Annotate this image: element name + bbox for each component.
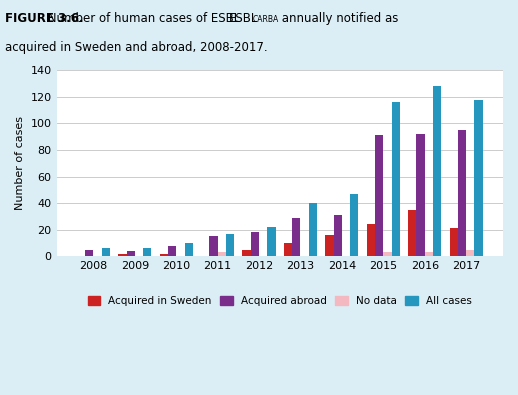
Bar: [350, 194, 358, 256]
Bar: [392, 102, 400, 256]
Text: CARBA: CARBA: [253, 15, 279, 24]
Text: acquired in Sweden and abroad, 2008-2017.: acquired in Sweden and abroad, 2008-2017…: [5, 41, 268, 55]
Bar: [209, 236, 218, 256]
Bar: [267, 227, 276, 256]
Bar: [474, 100, 483, 256]
Text: FIGURE 3.6.: FIGURE 3.6.: [5, 12, 84, 25]
Bar: [367, 224, 375, 256]
Bar: [184, 243, 193, 256]
Bar: [242, 250, 251, 256]
Bar: [383, 252, 392, 256]
Y-axis label: Number of cases: Number of cases: [15, 116, 25, 210]
Bar: [218, 252, 226, 256]
Bar: [416, 134, 425, 256]
Bar: [466, 250, 474, 256]
Bar: [118, 254, 126, 256]
Bar: [425, 252, 433, 256]
Bar: [126, 251, 135, 256]
Bar: [325, 235, 334, 256]
Bar: [168, 246, 176, 256]
Text: annually notified as: annually notified as: [278, 12, 398, 25]
Bar: [284, 243, 292, 256]
Bar: [143, 248, 151, 256]
Bar: [458, 130, 466, 256]
Bar: [334, 215, 342, 256]
Bar: [251, 232, 259, 256]
Bar: [292, 218, 300, 256]
Bar: [309, 203, 317, 256]
Bar: [85, 250, 93, 256]
Bar: [160, 254, 168, 256]
Bar: [226, 234, 234, 256]
Text: Number of human cases of ESBL: Number of human cases of ESBL: [44, 12, 240, 25]
Legend: Acquired in Sweden, Acquired abroad, No data, All cases: Acquired in Sweden, Acquired abroad, No …: [83, 292, 476, 310]
Bar: [450, 228, 458, 256]
Bar: [102, 248, 110, 256]
Bar: [375, 135, 383, 256]
Bar: [433, 86, 441, 256]
Bar: [408, 210, 416, 256]
Text: ESBL: ESBL: [229, 12, 258, 25]
